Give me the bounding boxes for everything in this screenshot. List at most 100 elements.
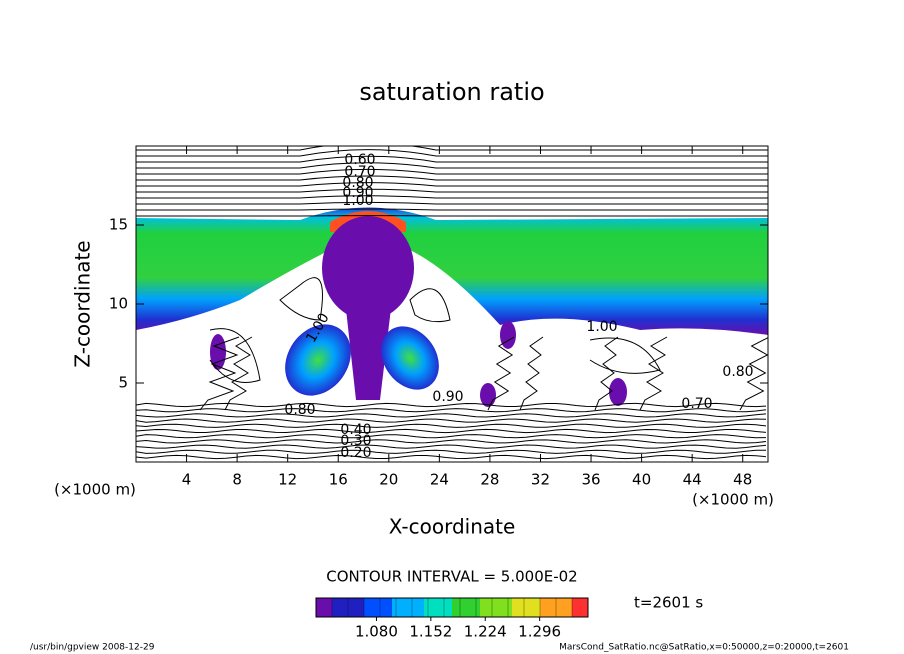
colorbar-cell (360, 598, 365, 617)
contour-label: 0.30 (340, 433, 371, 449)
contour-line (639, 336, 668, 411)
contour-interval: CONTOUR INTERVAL = 5.000E-02 (326, 568, 577, 586)
contour-label: 1.00 (586, 319, 617, 335)
contour-line (136, 454, 767, 460)
colorbar-cell (544, 598, 549, 617)
contour-line (136, 201, 768, 205)
colorbar-cell (404, 598, 409, 617)
contour-line (224, 336, 253, 411)
contour-line (519, 336, 544, 411)
x-tick-label: 20 (379, 471, 398, 489)
colorbar-cell (315, 597, 321, 618)
contour-line (136, 413, 767, 418)
contour-line (199, 336, 240, 411)
contour-label: 0.80 (722, 364, 753, 380)
contour-line (136, 423, 767, 428)
colorbar-cell (372, 598, 377, 617)
colorbar-cell (548, 598, 553, 617)
contour-label: 0.20 (340, 445, 371, 461)
contour-line (136, 146, 768, 151)
x-tick-label: 28 (480, 471, 499, 489)
colorbar-cell (347, 597, 353, 618)
colorbar-cell (539, 597, 545, 618)
contour-line (487, 336, 515, 411)
colorbar-cell (379, 597, 385, 618)
colorbar-cell (388, 598, 393, 617)
colorbar-cell (440, 598, 445, 617)
x-unit-label: (×1000 m) (692, 491, 774, 509)
colorbar-cell (331, 597, 337, 618)
colorbar-cell (464, 598, 469, 617)
contour-label: 1.00 (342, 193, 373, 209)
x-tick-label: 48 (733, 471, 752, 489)
colorbar-cell (432, 598, 437, 617)
colorbar-cell (475, 597, 481, 618)
contour-label: 0.90 (342, 185, 373, 201)
colorbar-cell (560, 598, 565, 617)
colorbar-cell (500, 598, 505, 617)
colorbar-cell (480, 598, 485, 617)
contour-line (136, 408, 767, 413)
colorbar-cell (488, 598, 493, 617)
colorbar-cell (411, 597, 417, 618)
colorbar-cell (484, 598, 489, 617)
contour-label: 0.70 (681, 396, 712, 412)
x-tick-label: 8 (232, 471, 242, 489)
y-axis-label: Z-coordinate (71, 240, 95, 367)
contour-line (136, 175, 768, 181)
colorbar-cell (512, 598, 517, 617)
contour-label: 0.40 (340, 422, 371, 438)
colorbar-cell (427, 597, 433, 618)
colorbar-cell (392, 598, 397, 617)
colorbar-cell (507, 597, 513, 618)
time-label: t=2601 s (634, 594, 703, 612)
colorbar-tick-label: 1.296 (518, 623, 561, 641)
colorbar-cell (328, 598, 333, 617)
colorbar-cell (384, 598, 389, 617)
colorbar-cell (368, 598, 373, 617)
colorbar-frame (315, 597, 589, 618)
x-axis-label: X-coordinate (389, 515, 516, 539)
colorbar-tick-label: 1.152 (409, 623, 452, 641)
colorbar-cell (376, 598, 381, 617)
contour-line (136, 428, 767, 434)
contour-label: 0.60 (344, 152, 375, 168)
contour-line (739, 337, 768, 411)
contour-line (136, 434, 767, 439)
colorbar-cell (584, 598, 589, 617)
contour-label: 0.80 (284, 402, 315, 418)
colorbar-cell (571, 597, 577, 618)
colorbar-cell (340, 598, 345, 617)
footer-right: MarsCond_SatRatio.nc@SatRatio,x=0:50000,… (559, 643, 849, 653)
y-tick-label: 10 (109, 295, 128, 313)
colorbar-cell (400, 598, 405, 617)
contour-line (136, 188, 768, 193)
colorbar-cell (580, 598, 585, 617)
chart-title: saturation ratio (359, 78, 544, 106)
colorbar-cell (576, 598, 581, 617)
contour-line (136, 162, 768, 169)
colorbar-cell (443, 597, 449, 618)
colorbar-cell (468, 598, 473, 617)
x-tick-label: 32 (531, 471, 550, 489)
colorbar-cell (416, 598, 421, 617)
colorbar-cell (420, 598, 425, 617)
colorbar-cell (395, 597, 401, 618)
contour-lines (136, 146, 768, 460)
contour-line (136, 418, 767, 423)
colorbar-cell (456, 598, 461, 617)
colorbar-cell (356, 598, 361, 617)
x-tick-label: 16 (329, 471, 348, 489)
footer-left: /usr/bin/gpview 2008-12-29 (30, 643, 155, 653)
x-tick-label: 4 (182, 471, 192, 489)
colorbar-cell (324, 598, 329, 617)
colorbar-cell (452, 598, 457, 617)
contour-line (136, 444, 767, 449)
x-tick-label: 44 (683, 471, 702, 489)
colorbar-cell (520, 598, 525, 617)
contour-line (136, 195, 768, 199)
contour-line (136, 439, 767, 444)
colorbar-cell (536, 598, 541, 617)
colorbar-cell (516, 598, 521, 617)
